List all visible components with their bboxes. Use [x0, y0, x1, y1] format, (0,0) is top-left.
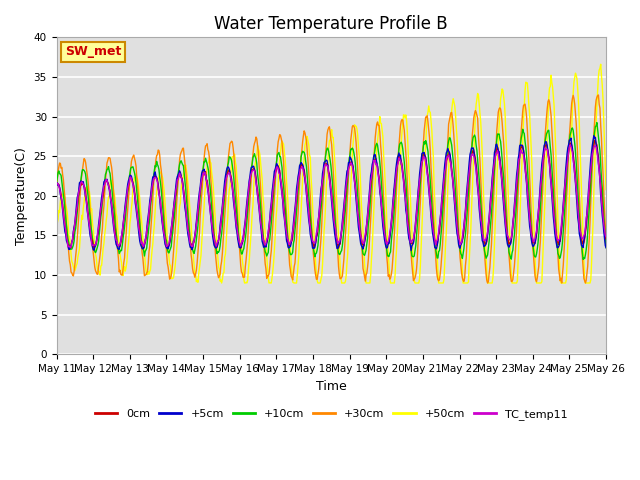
Legend: 0cm, +5cm, +10cm, +30cm, +50cm, TC_temp11: 0cm, +5cm, +10cm, +30cm, +50cm, TC_temp1…: [91, 404, 572, 424]
Title: Water Temperature Profile B: Water Temperature Profile B: [214, 15, 448, 33]
Text: SW_met: SW_met: [65, 45, 121, 58]
Y-axis label: Temperature(C): Temperature(C): [15, 147, 28, 245]
X-axis label: Time: Time: [316, 380, 347, 393]
